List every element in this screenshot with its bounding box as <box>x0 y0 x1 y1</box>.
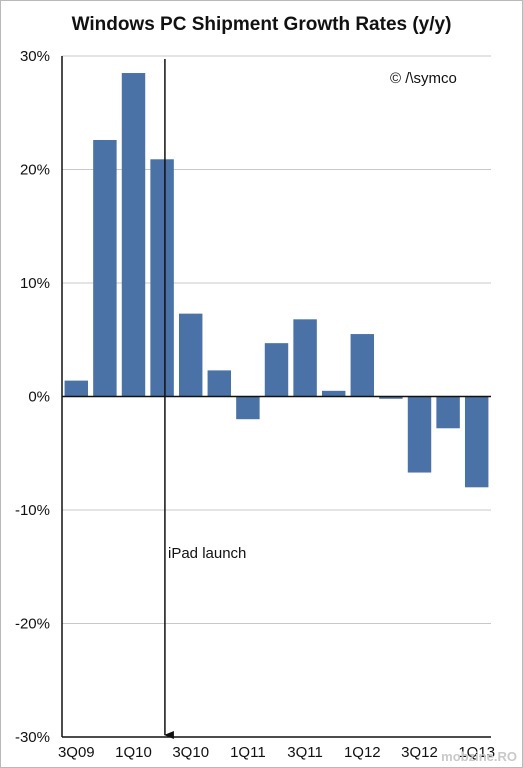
x-tick-label: 3Q10 <box>172 744 209 761</box>
bar-2Q10 <box>150 159 174 397</box>
bar-4Q10 <box>207 370 232 397</box>
bar-4Q11 <box>321 390 346 397</box>
bar-3Q12 <box>407 396 432 473</box>
x-tick-label: 1Q13 <box>458 744 495 761</box>
x-tick-label: 1Q11 <box>230 744 266 761</box>
bar-3Q11 <box>293 319 317 397</box>
x-tick-label: 1Q12 <box>344 744 381 761</box>
bar-3Q10 <box>178 313 203 397</box>
y-tick-label: 0% <box>28 389 50 406</box>
y-tick-label: -30% <box>15 729 50 746</box>
x-tick-label: 3Q09 <box>58 744 95 761</box>
y-tick-label: 20% <box>20 162 50 179</box>
copyright-label: © /\symco <box>390 70 457 87</box>
bar-2Q11 <box>264 343 289 397</box>
bar-1Q12 <box>350 334 375 397</box>
bar-4Q12 <box>436 396 460 429</box>
x-tick-label: 1Q10 <box>115 744 152 761</box>
bar-1Q10 <box>121 73 146 397</box>
bar-4Q09 <box>93 139 117 397</box>
bar-1Q11 <box>236 396 260 420</box>
y-tick-label: -20% <box>15 616 50 633</box>
x-tick-label: 3Q12 <box>401 744 438 761</box>
watermark: mobzine.RO <box>441 749 517 764</box>
bar-2Q12 <box>379 396 403 399</box>
chart-title: Windows PC Shipment Growth Rates (y/y) <box>71 14 452 35</box>
y-tick-label: -10% <box>15 502 50 519</box>
y-tick-label: 10% <box>20 275 50 292</box>
x-tick-label: 3Q11 <box>287 744 323 761</box>
ipad-launch-label: iPad launch <box>168 545 247 562</box>
bar-1Q13 <box>464 396 489 488</box>
y-tick-label: 30% <box>20 48 50 65</box>
bar-3Q09 <box>64 380 89 397</box>
